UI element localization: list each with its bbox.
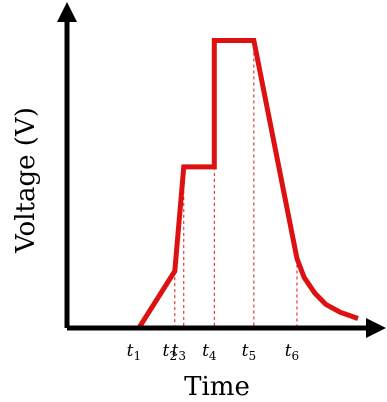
x-axis-label: Time bbox=[184, 372, 250, 402]
voltage-series-line bbox=[67, 37, 359, 331]
x-tick-label-t4: t4 bbox=[202, 341, 217, 363]
x-tick-label-t2: t2 bbox=[163, 341, 177, 363]
x-tick-label-t1: t1 bbox=[127, 341, 141, 363]
series-group bbox=[67, 37, 359, 331]
x-tick-label-t6: t6 bbox=[285, 341, 299, 363]
y-axis-label: Voltage (V) bbox=[11, 107, 41, 254]
x-tick-label-t3: t3 bbox=[172, 341, 186, 363]
x-tick-label-t5: t5 bbox=[242, 341, 256, 363]
guide-lines bbox=[174, 40, 298, 328]
